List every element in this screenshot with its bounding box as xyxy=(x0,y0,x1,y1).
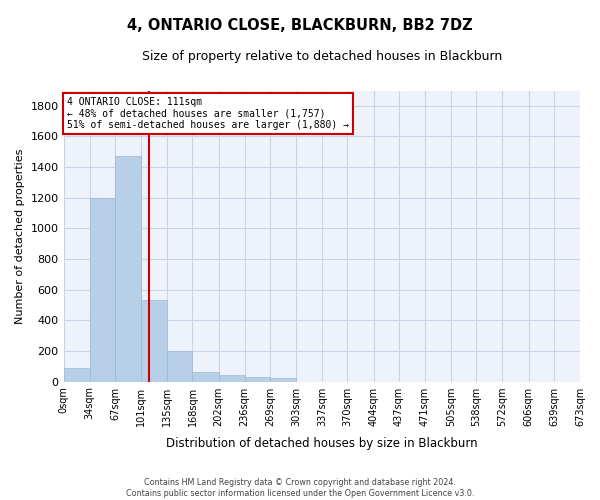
Text: 4 ONTARIO CLOSE: 111sqm
← 48% of detached houses are smaller (1,757)
51% of semi: 4 ONTARIO CLOSE: 111sqm ← 48% of detache… xyxy=(67,96,349,130)
Title: Size of property relative to detached houses in Blackburn: Size of property relative to detached ho… xyxy=(142,50,502,63)
X-axis label: Distribution of detached houses by size in Blackburn: Distribution of detached houses by size … xyxy=(166,437,478,450)
Bar xyxy=(245,377,270,382)
Bar xyxy=(270,378,296,382)
Bar xyxy=(115,156,141,382)
Y-axis label: Number of detached properties: Number of detached properties xyxy=(15,148,25,324)
Bar xyxy=(89,198,115,382)
Bar xyxy=(193,372,218,382)
Bar xyxy=(64,368,89,382)
Text: Contains HM Land Registry data © Crown copyright and database right 2024.
Contai: Contains HM Land Registry data © Crown c… xyxy=(126,478,474,498)
Bar xyxy=(141,300,167,382)
Bar xyxy=(218,376,245,382)
Text: 4, ONTARIO CLOSE, BLACKBURN, BB2 7DZ: 4, ONTARIO CLOSE, BLACKBURN, BB2 7DZ xyxy=(127,18,473,32)
Bar xyxy=(167,351,193,382)
